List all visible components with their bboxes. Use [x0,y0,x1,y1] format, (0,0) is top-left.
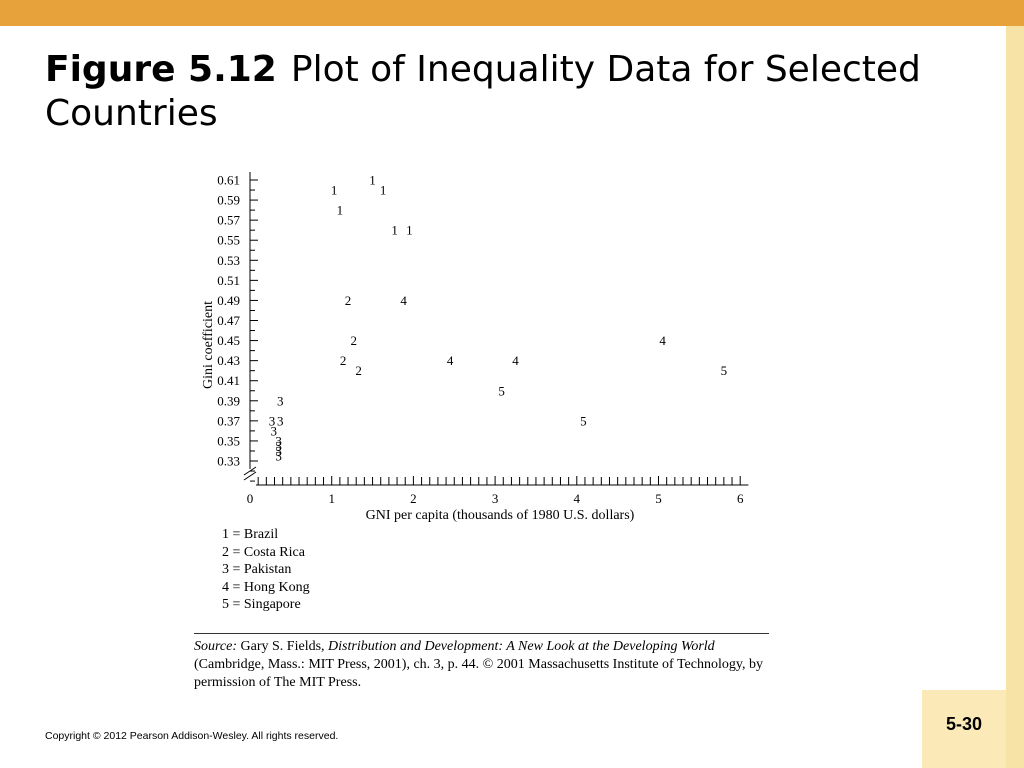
data-point: 5 [498,383,505,398]
data-point: 2 [355,363,362,378]
y-tick-label: 0.35 [217,433,240,448]
y-tick-label: 0.47 [217,313,240,328]
copyright-notice: Copyright © 2012 Pearson Addison-Wesley.… [45,730,339,742]
x-axis-label: GNI per capita (thousands of 1980 U.S. d… [366,508,635,523]
data-point: 3 [270,423,277,438]
figure-caption: Plot of Inequality Data for Selected Cou… [45,49,921,134]
x-tick-label: 5 [655,491,662,506]
y-tick-label: 0.49 [217,293,240,308]
source-label: Source: [194,639,238,654]
legend-item: 4 = Hong Kong [222,579,310,595]
x-tick-label: 4 [574,491,581,506]
y-tick-label: 0.45 [217,333,240,348]
slide-title: Figure 5.12 Plot of Inequality Data for S… [45,48,945,136]
inequality-scatter-chart: 0.33 0.35 0.37 0.39 0.41 0.43 0.45 0.47 0.49 0.51… [201,172,749,523]
data-point: 4 [400,293,407,308]
data-point: 5 [580,413,587,428]
y-tick-label: 0.37 [217,413,240,428]
y-tick-label: 0.51 [217,273,240,288]
data-point: 4 [659,333,666,348]
decorative-side-strip [1006,26,1024,768]
y-tick-label: 0.43 [217,353,240,368]
legend-item: 3 = Pakistan [222,562,292,577]
page-number-box: 5-30 [922,690,1006,768]
data-point: 4 [512,353,519,368]
x-tick-label: 2 [410,491,417,506]
axis-break-mark [243,471,257,481]
legend-item: 5 = Singapore [222,597,301,612]
x-tick-label: 1 [328,491,335,506]
legend-item: 2 = Costa Rica [222,544,305,560]
chart-ticks: 0.33 0.35 0.37 0.39 0.41 0.43 0.45 0.47 0.49 0.51… [217,173,744,507]
page-number: 5-30 [945,714,983,734]
data-point: 2 [345,293,352,308]
y-tick-label: 0.57 [217,213,240,228]
data-point: 1 [331,183,338,198]
source-author: Gary S. Fields, [240,639,325,654]
y-tick-label: 0.33 [217,454,240,469]
x-tick-label: 6 [737,491,744,506]
data-point: 1 [369,173,376,188]
chart-legend: 1 = Brazil 2 = Costa Rica 3 = Pakistan 4… [222,526,310,614]
y-axis-label: Gini coefficient [201,301,216,389]
data-point: 5 [721,363,728,378]
data-point: 1 [391,223,398,238]
decorative-banner [0,0,1024,26]
data-point: 3 [275,443,282,458]
x-tick-label: 0 [247,491,254,506]
data-point: 3 [269,413,276,428]
data-point: 3 [277,393,284,408]
data-point: 3 [275,448,282,463]
y-tick-label: 0.39 [217,393,240,408]
source-details: (Cambridge, Mass.: MIT Press, 2001), ch.… [194,657,763,690]
data-point: 3 [277,413,284,428]
source-divider [194,633,769,634]
legend-item: 1 = Brazil [222,527,279,542]
y-tick-label: 0.61 [217,173,240,188]
data-point: 2 [340,353,347,368]
data-point: 1 [380,183,387,198]
y-tick-label: 0.59 [217,193,240,208]
chart-axes [243,172,749,486]
source-book-title: Distribution and Development: A New Look… [328,639,715,654]
x-tick-label: 3 [492,491,499,506]
y-tick-label: 0.55 [217,233,240,248]
data-point: 1 [337,203,344,218]
source-note: Source: Gary S. Fields, Distribution and… [194,638,774,692]
data-point: 4 [447,353,454,368]
data-point: 3 [275,433,282,448]
y-tick-label: 0.53 [217,253,240,268]
data-point: 2 [351,333,358,348]
data-point: 1 [406,223,413,238]
y-tick-label: 0.41 [217,373,240,388]
figure-number: Figure 5.12 [45,49,277,90]
data-point: 3 [275,438,282,453]
